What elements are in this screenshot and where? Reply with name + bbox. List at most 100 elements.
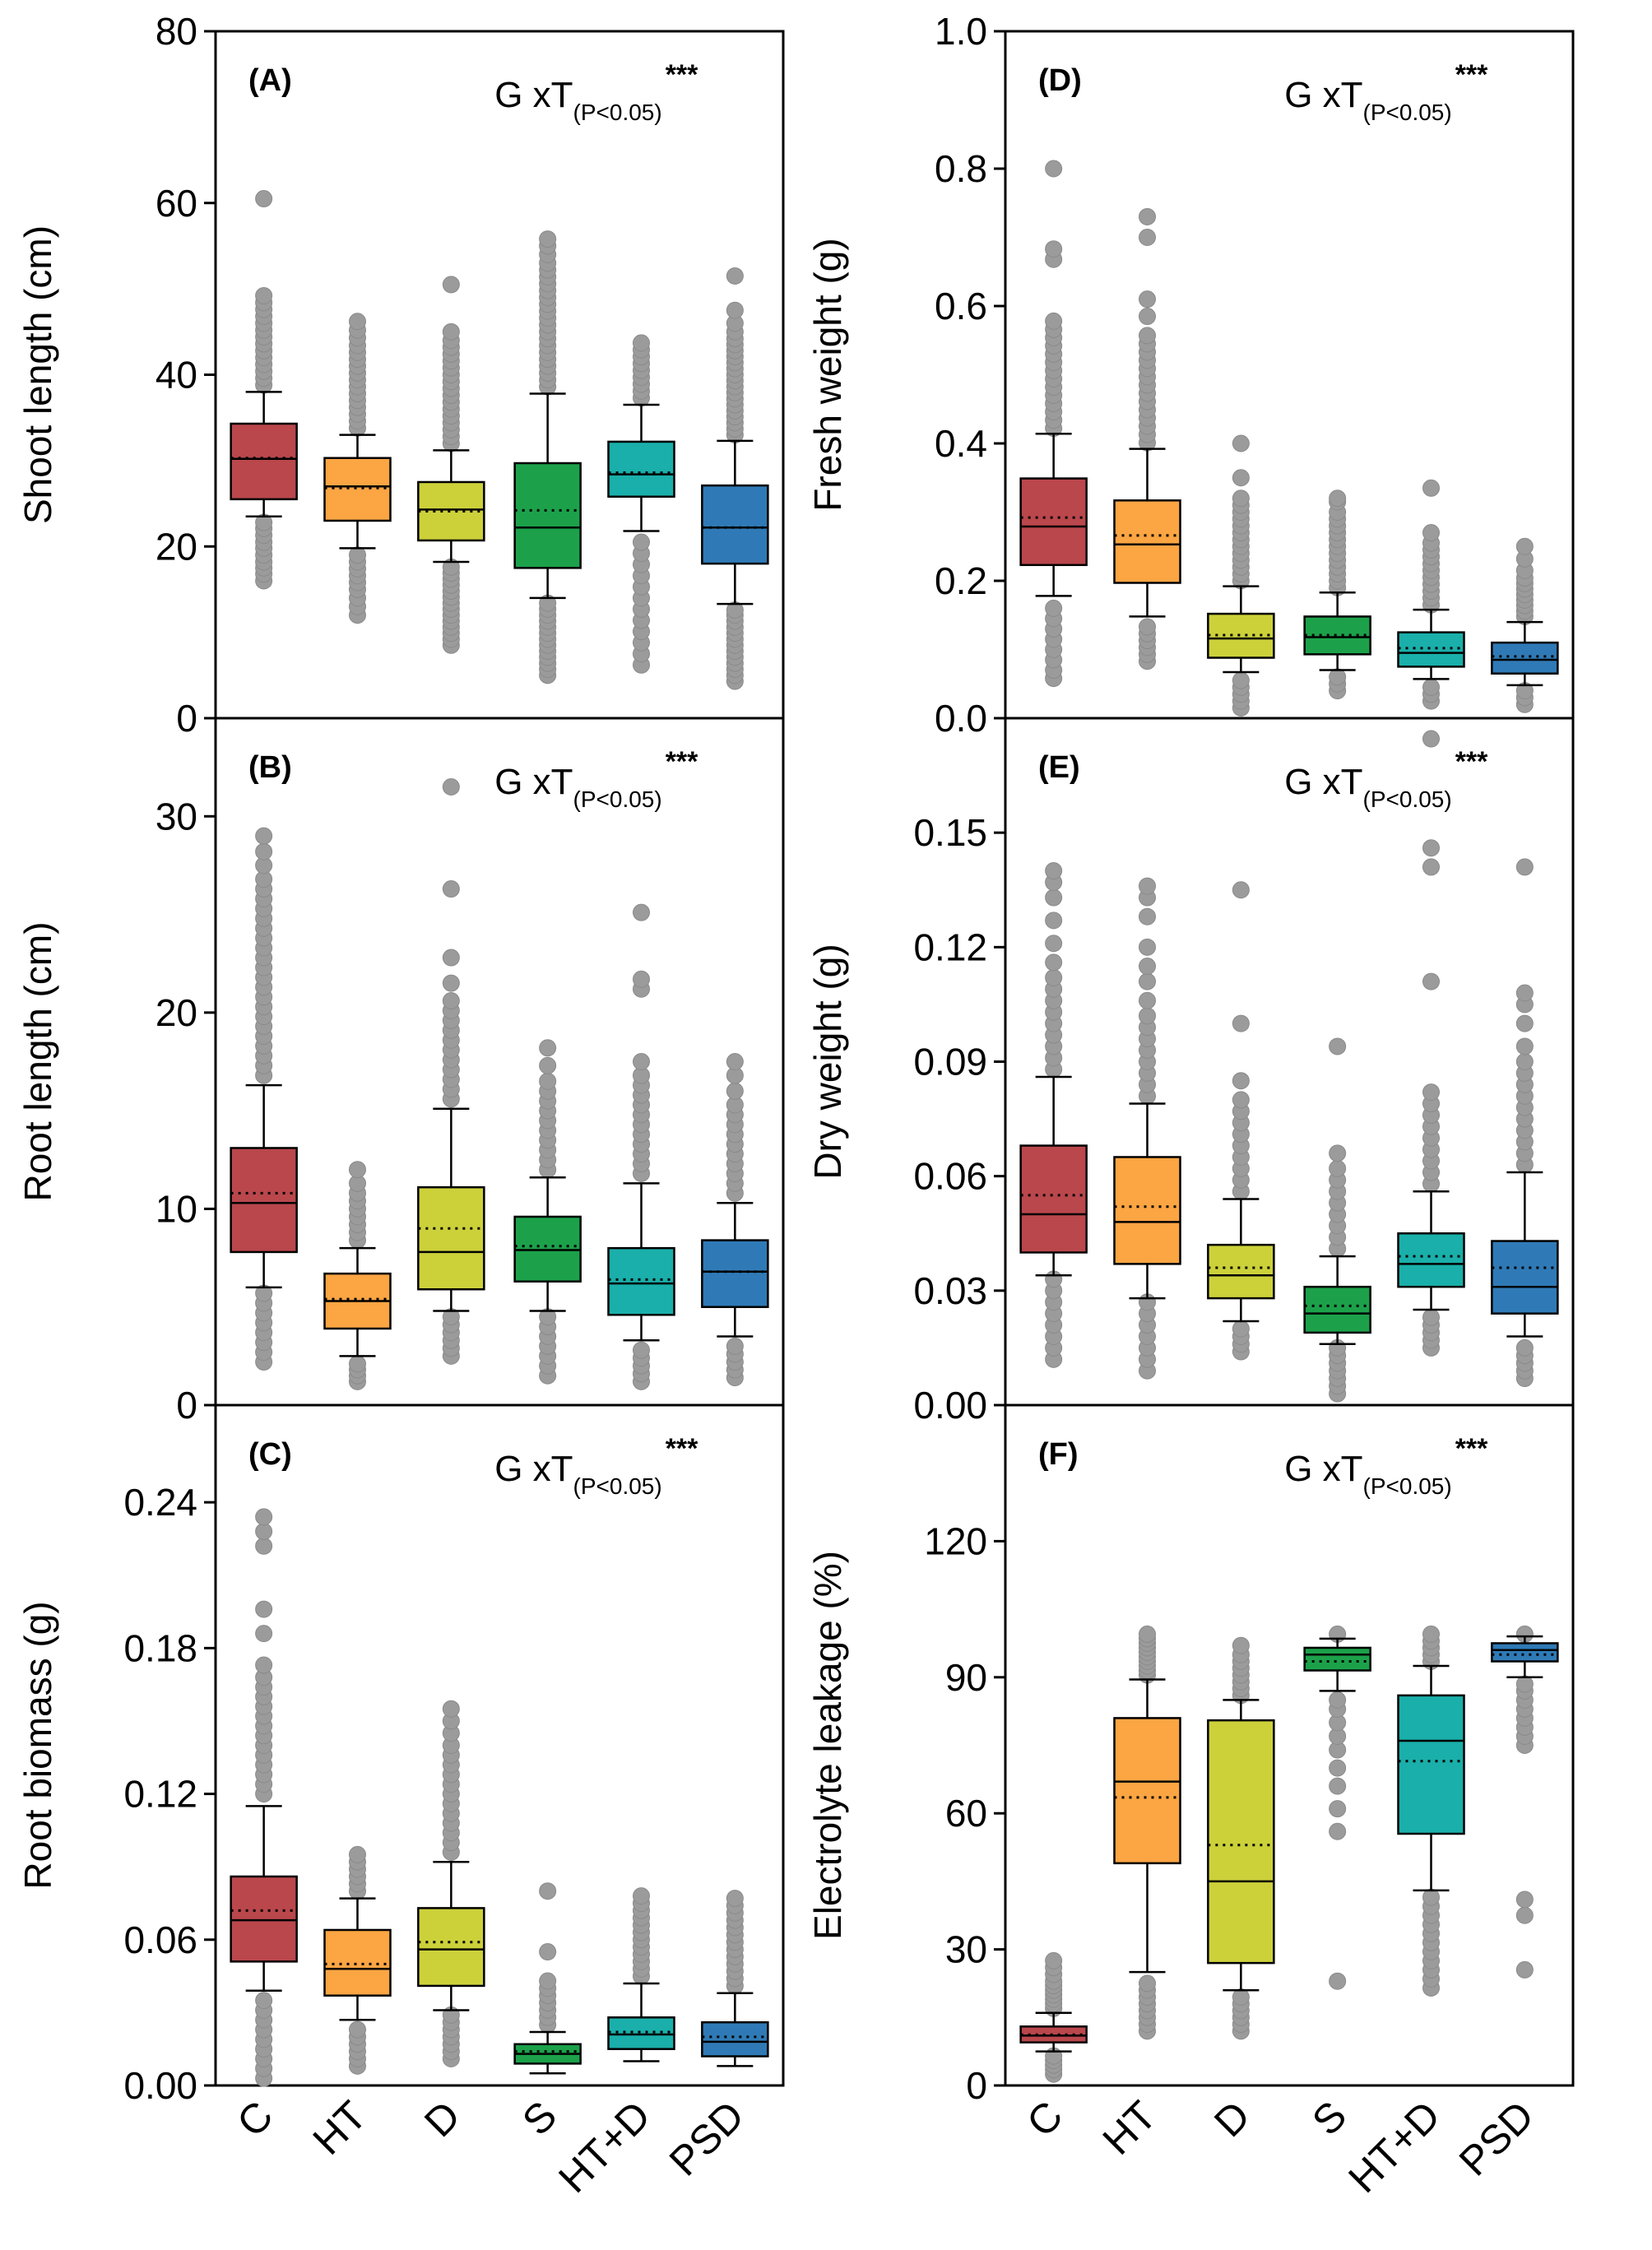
y-tick-label: 0.15 <box>913 811 987 854</box>
outlier-point <box>1232 881 1250 899</box>
y-tick-label: 10 <box>155 1187 197 1230</box>
y-tick-label: 0.0 <box>935 697 987 740</box>
box-s <box>513 1882 582 2075</box>
panel-a: 0 20 40 60 80 Shoot length (cm) (A) G xT(P<0.05… <box>16 10 785 740</box>
box-s <box>1303 1037 1371 1403</box>
outlier-point <box>1422 1308 1440 1326</box>
box-c <box>1019 1951 1088 2083</box>
box-ht <box>323 1845 392 2075</box>
y-tick-label: 30 <box>155 795 197 837</box>
box-s <box>1303 489 1371 700</box>
iqr-box <box>1113 499 1181 584</box>
outlier-point <box>633 1341 650 1359</box>
outlier-point <box>1329 1159 1347 1177</box>
box-c <box>230 827 298 1371</box>
y-tick-label: 0.06 <box>123 1918 197 1961</box>
iqr-box <box>1019 1144 1088 1254</box>
outlier-point <box>1139 327 1156 345</box>
iqr-box <box>607 440 675 498</box>
box-d <box>1207 1636 1275 2040</box>
y-axis-label: Fresh weight (g) <box>806 238 849 511</box>
outlier-point <box>1045 888 1063 907</box>
y-axis-label: Dry weight (g) <box>806 944 849 1179</box>
outlier-point <box>1139 991 1156 1009</box>
outlier-point <box>1045 240 1063 258</box>
iqr-box <box>1397 1232 1465 1288</box>
outlier-point <box>539 1039 557 1057</box>
outlier-point <box>1329 1691 1347 1709</box>
box-ht-d <box>607 1887 675 2062</box>
annotation-subscript: (P<0.05) <box>1363 1473 1452 1499</box>
outlier-point <box>1045 935 1063 953</box>
box-psd <box>701 1890 769 2067</box>
y-tick-label: 20 <box>155 991 197 1034</box>
outlier-point <box>1422 1888 1440 1906</box>
y-axis-label: Root biomass (g) <box>16 1601 59 1889</box>
y-axis-label: Electrolyte leakage (%) <box>806 1551 849 1940</box>
outlier-point <box>1329 1037 1347 1055</box>
box-psd <box>1491 858 1559 1388</box>
y-tick-label: 0.03 <box>913 1269 987 1312</box>
panel-d: 0.0 0.2 0.4 0.6 0.8 1.0 Fresh weight (g) (D) G x… <box>806 10 1575 748</box>
annotation-subscript: (P<0.05) <box>573 1473 662 1499</box>
box-ht-d <box>1397 479 1465 748</box>
outlier-point <box>633 903 650 921</box>
outlier-point <box>539 1056 557 1074</box>
panel-label: (B) <box>248 750 292 785</box>
outlier-point <box>1515 537 1534 555</box>
iqr-box <box>1113 1717 1181 1865</box>
outlier-point <box>1232 671 1250 689</box>
outlier-point <box>442 322 460 341</box>
outlier-point <box>1232 1320 1250 1338</box>
box-ht-d <box>1397 1625 1465 1997</box>
outlier-point <box>1515 1960 1534 1979</box>
box-ht-d <box>1397 839 1465 1357</box>
outlier-point <box>442 276 460 294</box>
outlier-point <box>442 949 460 967</box>
iqr-box <box>417 1907 485 1988</box>
box-psd <box>701 267 769 690</box>
panel-label: (F) <box>1038 1437 1079 1472</box>
annotation-significance: *** <box>666 746 698 777</box>
outlier-point <box>255 1523 273 1541</box>
iqr-box <box>607 1246 675 1316</box>
outlier-point <box>1139 207 1156 225</box>
iqr-box <box>607 2016 675 2050</box>
outlier-point <box>255 1656 273 1674</box>
y-tick-label: 30 <box>945 1928 987 1971</box>
outlier-point <box>1139 1007 1156 1025</box>
outlier-point <box>1329 668 1347 686</box>
panel-label: (C) <box>248 1437 292 1472</box>
box-ht-d <box>607 334 675 674</box>
outlier-point <box>1422 678 1440 696</box>
outlier-point <box>349 1845 366 1863</box>
outlier-point <box>539 1882 557 1900</box>
y-tick-label: 0.00 <box>913 1384 987 1427</box>
y-tick-label: 60 <box>945 1792 987 1835</box>
outlier-point <box>1422 524 1440 542</box>
iqr-box <box>1397 1694 1465 1835</box>
y-tick-label: 80 <box>155 10 197 53</box>
outlier-point <box>1422 730 1440 748</box>
outlier-point <box>726 267 744 285</box>
outlier-point <box>349 313 366 331</box>
iqr-box <box>701 484 769 565</box>
iqr-box <box>1207 1243 1275 1300</box>
outlier-point <box>255 827 273 845</box>
outlier-point <box>1232 1014 1250 1032</box>
y-tick-label: 40 <box>155 354 197 397</box>
box-ht <box>1113 207 1181 670</box>
box-s <box>1303 1625 1371 1990</box>
iqr-box <box>230 1875 298 1963</box>
box-ht <box>1113 877 1181 1380</box>
outlier-point <box>1139 958 1156 976</box>
outlier-point <box>726 301 744 319</box>
plot-frame <box>1004 1403 1575 2087</box>
box-psd <box>701 1053 769 1387</box>
outlier-point <box>1045 599 1063 617</box>
iqr-box <box>1303 1285 1371 1334</box>
y-tick-label: 60 <box>155 182 197 225</box>
annotation-main: G xT <box>1284 75 1362 115</box>
